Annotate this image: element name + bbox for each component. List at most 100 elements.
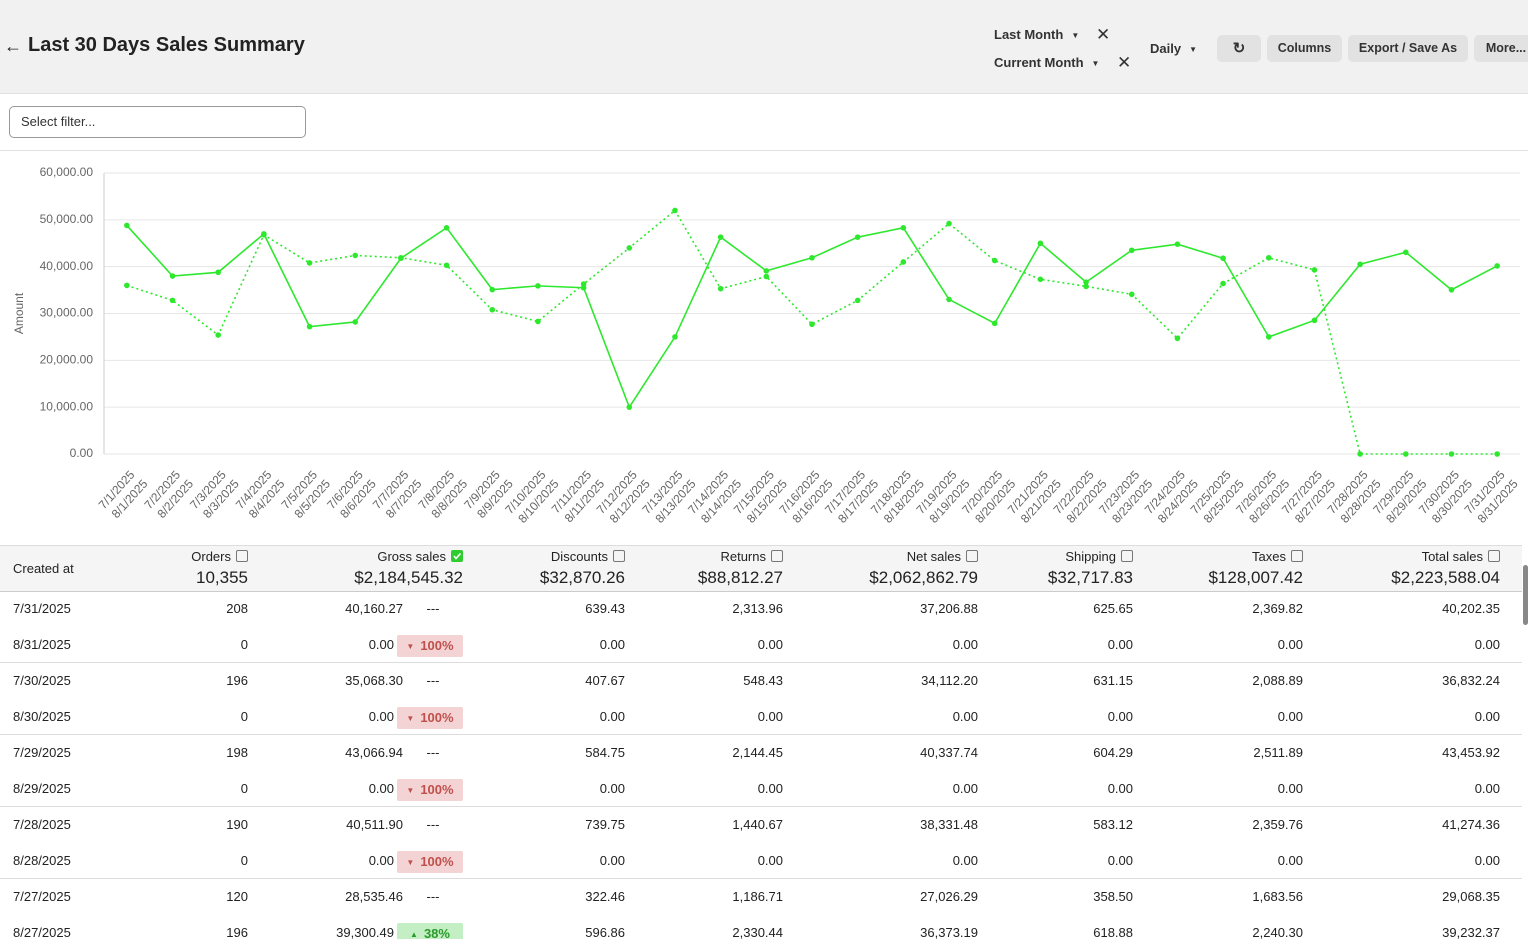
cell-value: 208 (226, 601, 248, 616)
change-arrow: ▼ (406, 857, 415, 867)
data-point (352, 252, 359, 259)
data-point (352, 319, 359, 325)
column-name: Net sales (906, 549, 961, 564)
refresh-button[interactable]: ↻ (1217, 35, 1261, 62)
cell-value: 0.00 (1474, 853, 1500, 868)
column-name: Orders (191, 549, 231, 564)
data-point (443, 262, 450, 269)
cell-value: 0.00 (952, 637, 978, 652)
table-row: 8/31/2025 0 0.00 ▼ 100% 0.00 0.00 0.00 0.00 0.00 0… (0, 627, 1522, 663)
y-tick-label: 10,000.00 (40, 399, 94, 413)
column-checkbox[interactable] (613, 550, 625, 562)
data-point (1494, 263, 1500, 269)
data-point (626, 404, 633, 410)
column-total: $32,870.26 (539, 568, 625, 587)
cell-value: 618.88 (1093, 925, 1133, 939)
cell-value: 40,160.27 (345, 601, 403, 616)
column-total: $88,812.27 (697, 568, 783, 587)
data-point (1128, 247, 1135, 254)
change-text: 100% (420, 781, 454, 797)
cell-value: 0.00 (1107, 637, 1133, 652)
period-select[interactable]: Current Month ▼ (994, 55, 1100, 70)
gross-cell: 0.00 ▼ 100% (369, 771, 463, 807)
column-checkbox[interactable] (966, 550, 978, 562)
data-point (1311, 267, 1318, 273)
cell-value: 0.00 (1277, 709, 1303, 724)
column-checkbox[interactable] (1488, 550, 1500, 562)
period-label: Last Month (994, 27, 1064, 42)
y-tick-label: 20,000.00 (40, 353, 94, 367)
column-checkbox[interactable] (771, 550, 783, 562)
clear-period[interactable]: ✕ (1117, 53, 1132, 72)
data-point (535, 318, 541, 325)
granularity-select[interactable]: Daily ▼ (1150, 41, 1197, 56)
columns-button[interactable]: Columns (1267, 35, 1342, 62)
data-point (1037, 240, 1044, 247)
cell-value: 548.43 (743, 673, 783, 688)
cell-value: 0.00 (1474, 709, 1500, 724)
data-point (672, 207, 678, 214)
data-point (626, 245, 633, 251)
more-button[interactable]: More... (1474, 35, 1528, 62)
data-point (763, 273, 770, 280)
filter-input[interactable]: Select filter... (9, 106, 306, 138)
data-point (809, 254, 815, 261)
cell-value: 0.00 (599, 637, 625, 652)
change-badge: ▼ 100% (397, 634, 463, 657)
cell-value: 0.00 (1474, 781, 1500, 796)
chart: 0.00 10,000.00 20,000.00 30,000.00 40,000.00… (0, 150, 1528, 526)
cell-value: 2,088.89 (1252, 673, 1303, 688)
back-arrow[interactable]: ← (4, 36, 22, 56)
cell-value: 0.00 (368, 853, 394, 868)
data-point (946, 296, 952, 303)
clear-period[interactable]: ✕ (1096, 25, 1111, 44)
scrollbar[interactable] (1523, 565, 1528, 625)
column-checkbox[interactable] (451, 550, 463, 562)
data-point (1403, 451, 1409, 457)
column-checkbox[interactable] (1291, 550, 1303, 562)
table-row: 7/30/2025 196 35,068.30 --- 407.67 548.43 34,1… (0, 663, 1522, 699)
cell-value: 604.29 (1093, 745, 1133, 760)
table-header: Created at Orders 10,355 Gross sales $2,184… (0, 545, 1522, 592)
data-point (1220, 280, 1226, 287)
column-header: Shipping (1065, 549, 1133, 564)
cell-value: 40,337.74 (920, 745, 978, 760)
export-button[interactable]: Export / Save As (1348, 35, 1468, 62)
cell-value: 0.00 (368, 709, 394, 724)
cell-value: 0.00 (1277, 637, 1303, 652)
cell-value: 35,068.30 (345, 673, 403, 688)
cell-value: 0.00 (1107, 709, 1133, 724)
column-checkbox[interactable] (1121, 550, 1133, 562)
cell-value: 39,232.37 (1442, 925, 1500, 939)
cell-value: 407.67 (585, 673, 625, 688)
cell-value: 28,535.46 (345, 889, 403, 904)
column-checkbox[interactable] (236, 550, 248, 562)
cell-value: 0 (240, 853, 248, 868)
column-total: $2,184,545.32 (354, 568, 463, 587)
date-cell: 8/27/2025 (13, 925, 71, 939)
period-select[interactable]: Last Month ▼ (994, 27, 1080, 42)
cell-value: 0 (240, 781, 248, 796)
data-point (489, 286, 496, 293)
series-line (126, 209, 1498, 455)
table-row: 7/29/2025 198 43,066.94 --- 584.75 2,144.45 40… (0, 735, 1522, 771)
cell-value: 322.46 (585, 889, 625, 904)
cell-value: 41,274.36 (1442, 817, 1500, 832)
cell-value: 1,683.56 (1252, 889, 1303, 904)
cell-value: 1,186.71 (732, 889, 783, 904)
gross-cell: 39,300.49 ▲ 38% (336, 915, 463, 939)
data-point (169, 273, 176, 279)
gross-cell: 0.00 ▼ 100% (369, 699, 463, 735)
cell-value: 2,330.44 (732, 925, 783, 939)
change-text: 38% (423, 925, 450, 939)
data-point (1494, 451, 1500, 457)
cell-value: 625.65 (1093, 601, 1133, 616)
change-badge: ▼ 100% (397, 706, 463, 729)
cell-value: 190 (226, 817, 248, 832)
cell-value: 0 (240, 637, 248, 652)
data-point (443, 224, 450, 231)
y-axis-label: Amount (12, 292, 26, 334)
table-row: 8/29/2025 0 0.00 ▼ 100% 0.00 0.00 0.00 0.00 0.00 0… (0, 771, 1522, 807)
cell-value: 631.15 (1093, 673, 1133, 688)
cell-value: 0.00 (757, 781, 783, 796)
